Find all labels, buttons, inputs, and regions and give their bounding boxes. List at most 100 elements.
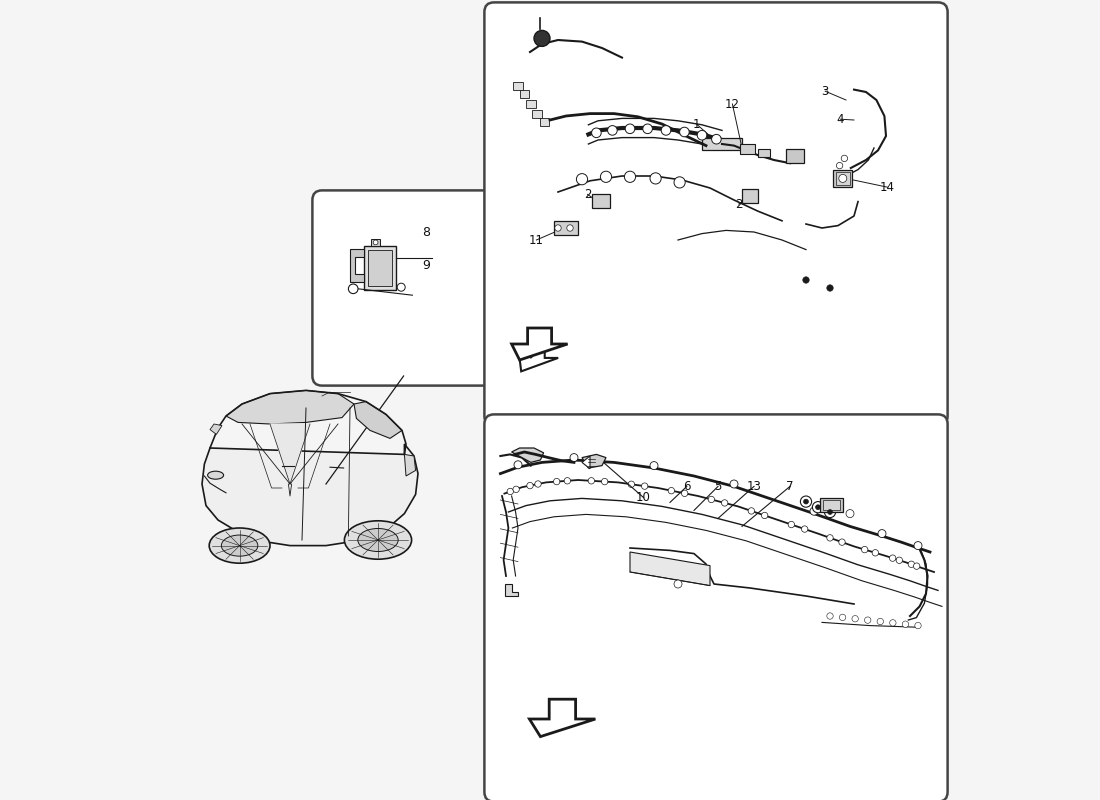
- Circle shape: [650, 462, 658, 470]
- Ellipse shape: [221, 535, 257, 556]
- Circle shape: [801, 496, 812, 507]
- Circle shape: [697, 130, 707, 140]
- Circle shape: [513, 486, 519, 493]
- Bar: [554, 221, 578, 235]
- Circle shape: [373, 240, 378, 245]
- Bar: [364, 246, 396, 290]
- FancyBboxPatch shape: [484, 414, 947, 800]
- Circle shape: [514, 461, 522, 469]
- Circle shape: [839, 614, 846, 621]
- Circle shape: [527, 482, 534, 489]
- Bar: [786, 149, 804, 163]
- Text: 13: 13: [747, 480, 761, 493]
- Circle shape: [576, 174, 587, 185]
- Bar: [742, 189, 758, 203]
- Circle shape: [827, 613, 833, 619]
- Circle shape: [802, 526, 807, 532]
- Bar: [368, 250, 393, 286]
- Circle shape: [625, 124, 635, 134]
- Bar: [371, 239, 381, 246]
- Bar: [821, 498, 843, 512]
- Circle shape: [909, 561, 914, 567]
- Circle shape: [861, 546, 868, 553]
- Circle shape: [872, 550, 879, 556]
- Circle shape: [722, 500, 728, 506]
- Circle shape: [642, 124, 652, 134]
- Circle shape: [592, 128, 602, 138]
- Circle shape: [712, 134, 722, 144]
- Circle shape: [896, 557, 902, 563]
- Circle shape: [628, 481, 635, 487]
- Text: 10: 10: [636, 491, 651, 504]
- Circle shape: [566, 225, 573, 231]
- Bar: [532, 110, 542, 118]
- Circle shape: [535, 481, 541, 487]
- Circle shape: [836, 162, 843, 169]
- Ellipse shape: [344, 521, 411, 559]
- Bar: [702, 138, 743, 150]
- Circle shape: [846, 510, 854, 518]
- Circle shape: [730, 480, 738, 488]
- Bar: [540, 118, 549, 126]
- Circle shape: [625, 171, 636, 182]
- Text: 3: 3: [822, 85, 829, 98]
- Bar: [593, 194, 611, 208]
- Circle shape: [914, 542, 922, 550]
- Polygon shape: [529, 699, 595, 737]
- Polygon shape: [582, 454, 606, 468]
- Polygon shape: [505, 584, 518, 596]
- Circle shape: [839, 174, 847, 182]
- Text: 7: 7: [786, 480, 794, 493]
- Circle shape: [803, 277, 810, 283]
- Circle shape: [761, 512, 768, 518]
- Polygon shape: [350, 249, 364, 282]
- Circle shape: [915, 622, 921, 629]
- Polygon shape: [582, 456, 590, 469]
- Text: 11: 11: [529, 234, 543, 246]
- Circle shape: [553, 478, 560, 485]
- Circle shape: [682, 490, 688, 497]
- Ellipse shape: [209, 528, 270, 563]
- Polygon shape: [354, 402, 402, 438]
- Circle shape: [554, 225, 561, 231]
- Circle shape: [788, 522, 794, 528]
- Circle shape: [680, 127, 690, 137]
- Circle shape: [827, 285, 833, 291]
- Polygon shape: [202, 444, 418, 546]
- Bar: [519, 90, 529, 98]
- Text: 4: 4: [837, 113, 844, 126]
- Circle shape: [839, 539, 845, 546]
- Circle shape: [827, 534, 833, 541]
- FancyBboxPatch shape: [312, 190, 496, 386]
- Circle shape: [601, 171, 612, 182]
- Circle shape: [878, 530, 886, 538]
- Circle shape: [588, 478, 594, 484]
- Text: 9: 9: [422, 259, 430, 272]
- Circle shape: [602, 478, 608, 485]
- Polygon shape: [210, 424, 222, 434]
- Bar: [836, 172, 850, 185]
- Bar: [758, 149, 770, 157]
- Circle shape: [842, 155, 848, 162]
- Bar: [514, 82, 522, 90]
- Circle shape: [674, 580, 682, 588]
- Circle shape: [507, 488, 514, 494]
- Circle shape: [748, 508, 755, 514]
- Circle shape: [708, 496, 715, 502]
- Bar: [833, 170, 853, 187]
- Polygon shape: [512, 328, 568, 360]
- Polygon shape: [226, 390, 354, 424]
- Bar: [526, 100, 536, 108]
- Circle shape: [570, 454, 578, 462]
- Circle shape: [661, 126, 671, 135]
- Circle shape: [890, 555, 895, 562]
- Circle shape: [890, 620, 896, 626]
- Circle shape: [827, 510, 833, 514]
- Bar: [740, 144, 755, 154]
- Circle shape: [397, 283, 405, 291]
- Text: 2: 2: [735, 198, 743, 210]
- Polygon shape: [270, 424, 310, 484]
- Circle shape: [824, 506, 836, 518]
- Circle shape: [641, 483, 648, 490]
- Text: 6: 6: [683, 480, 691, 493]
